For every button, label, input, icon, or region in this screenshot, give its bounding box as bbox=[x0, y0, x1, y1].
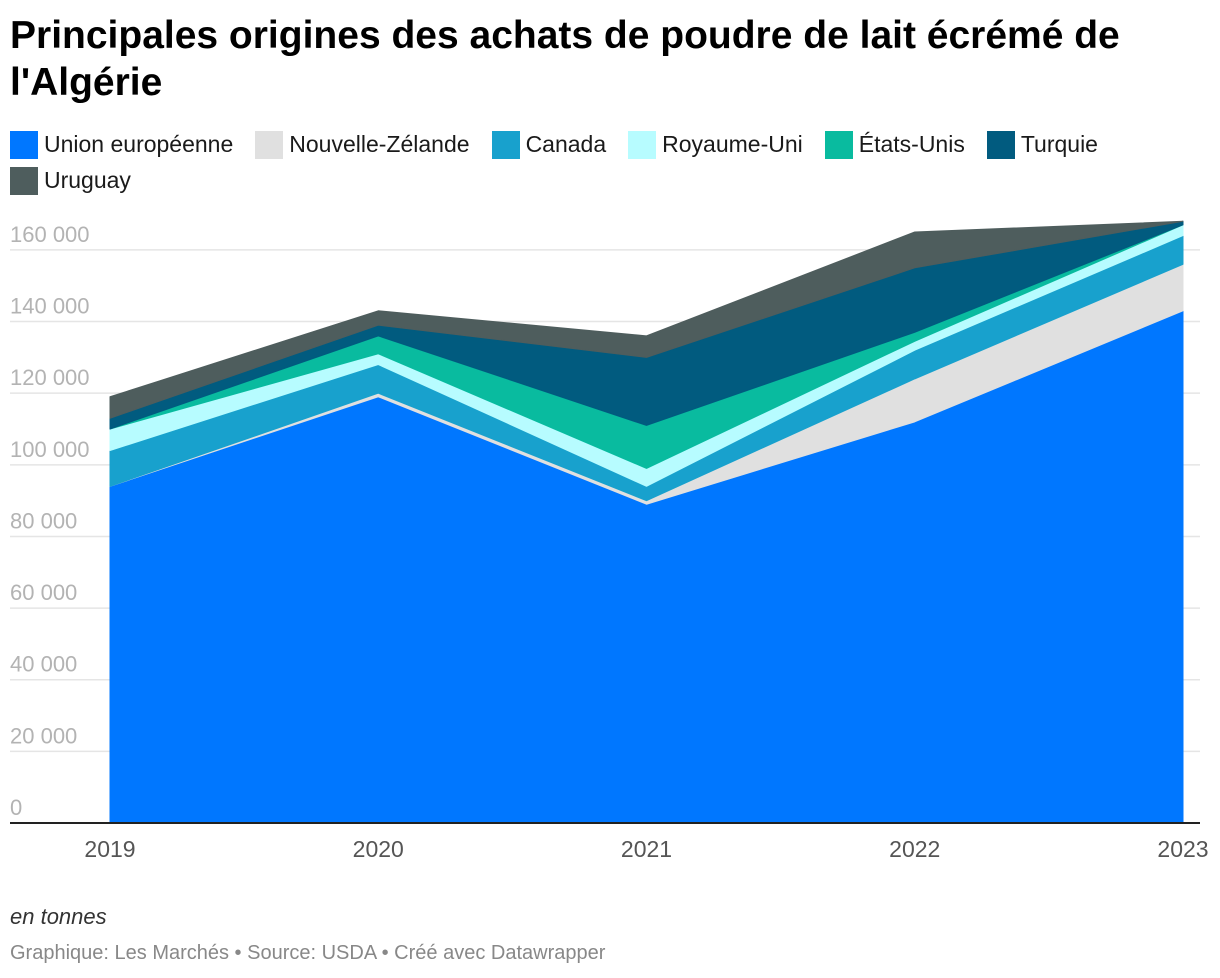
y-tick-label: 40 000 bbox=[10, 652, 77, 677]
x-tick-label: 2021 bbox=[621, 836, 672, 862]
legend-item-canada: Canada bbox=[491, 130, 607, 159]
source-footer: Graphique: Les Marchés • Source: USDA • … bbox=[10, 942, 606, 964]
stacked-area-chart: 0 20 000 40 000 60 000 80 000 100 000 120 000 1… bbox=[10, 220, 1209, 862]
y-tick-label: 80 000 bbox=[10, 508, 77, 533]
legend-label: Canada bbox=[525, 131, 607, 157]
unit-note: en tonnes bbox=[10, 904, 107, 929]
legend-label: Nouvelle-Zélande bbox=[289, 131, 470, 157]
y-tick-label: 160 000 bbox=[10, 222, 90, 247]
legend-swatch bbox=[986, 130, 1015, 159]
legend-swatch bbox=[824, 130, 853, 159]
x-tick-label: 2020 bbox=[353, 836, 404, 862]
y-tick-label: 0 bbox=[10, 795, 22, 820]
legend-item-union-europeenne: Union européenne bbox=[10, 130, 233, 159]
legend-item-etats-unis: États-Unis bbox=[824, 130, 965, 159]
legend-swatch bbox=[10, 166, 38, 195]
y-tick-label: 120 000 bbox=[10, 365, 90, 390]
legend-label: Turquie bbox=[1020, 131, 1098, 157]
x-tick-label: 2022 bbox=[889, 836, 940, 862]
legend-swatch bbox=[10, 130, 38, 159]
x-tick-label: 2023 bbox=[1157, 836, 1208, 862]
x-tick-label: 2019 bbox=[84, 836, 135, 862]
y-tick-label: 20 000 bbox=[10, 723, 77, 748]
legend-item-uruguay: Uruguay bbox=[10, 166, 131, 195]
legend-item-nouvelle-zelande: Nouvelle-Zélande bbox=[255, 130, 470, 159]
legend-label: Uruguay bbox=[44, 167, 131, 193]
y-tick-label: 100 000 bbox=[10, 437, 90, 462]
legend-item-turquie: Turquie bbox=[986, 130, 1098, 159]
legend: Union européenne Nouvelle-Zélande Canada… bbox=[10, 130, 1210, 195]
area-uruguay bbox=[109, 220, 1184, 419]
y-tick-label: 140 000 bbox=[10, 294, 90, 319]
legend-label: États-Unis bbox=[858, 131, 965, 157]
legend-swatch bbox=[628, 130, 657, 159]
legend-label: Royaume-Uni bbox=[662, 131, 803, 157]
legend-swatch bbox=[491, 130, 520, 159]
legend-label: Union européenne bbox=[44, 131, 234, 157]
y-tick-label: 60 000 bbox=[10, 580, 77, 605]
chart-title: Principales origines des achats de poudr… bbox=[10, 14, 1120, 104]
legend-swatch bbox=[255, 130, 284, 159]
legend-item-royaume-uni: Royaume-Uni bbox=[628, 130, 803, 159]
